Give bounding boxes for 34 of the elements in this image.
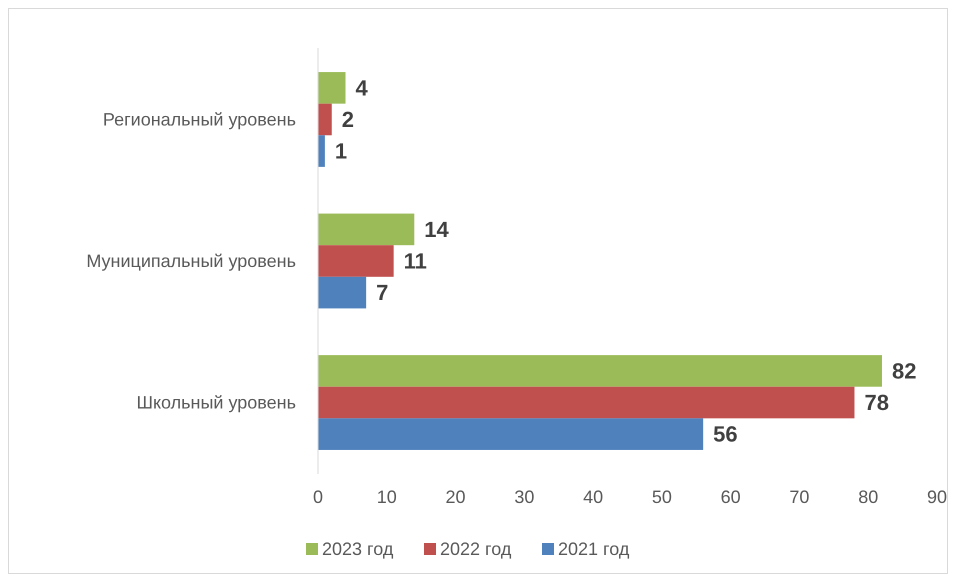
legend-label: 2021 год [558, 539, 630, 559]
data-label: 11 [404, 248, 427, 274]
x-tick-label: 60 [720, 487, 741, 507]
y-tick-label: Региональный уровень [102, 109, 296, 130]
legend-label: 2023 год [322, 539, 394, 559]
bar [318, 135, 325, 167]
bar [318, 72, 346, 104]
x-tick-label: 50 [652, 487, 672, 507]
x-tick-label: 80 [858, 487, 878, 507]
bar [318, 104, 332, 136]
bar [318, 355, 882, 387]
bar [318, 418, 704, 450]
y-tick-label: Школьный уровень [136, 392, 296, 413]
x-tick-label: 70 [789, 487, 810, 507]
legend-label: 2022 год [440, 539, 512, 559]
data-label: 82 [892, 358, 916, 384]
data-label: 56 [713, 422, 738, 447]
bar [318, 214, 414, 246]
data-label: 2 [342, 106, 354, 132]
data-label: 78 [864, 390, 889, 416]
y-tick-label: Муниципальный уровень [86, 251, 296, 271]
data-label: 14 [424, 216, 450, 242]
x-tick-label: 10 [376, 487, 397, 507]
x-tick-label: 90 [926, 487, 948, 507]
x-tick-label: 40 [583, 487, 604, 507]
bar [318, 245, 394, 277]
x-tick-label: 0 [312, 487, 324, 507]
x-tick-label: 30 [514, 487, 534, 507]
data-label: 1 [334, 138, 348, 164]
bar [318, 386, 854, 418]
data-label: 7 [376, 280, 388, 306]
data-label: 4 [356, 75, 369, 100]
bar [318, 276, 366, 308]
x-tick-label: 20 [446, 487, 466, 507]
